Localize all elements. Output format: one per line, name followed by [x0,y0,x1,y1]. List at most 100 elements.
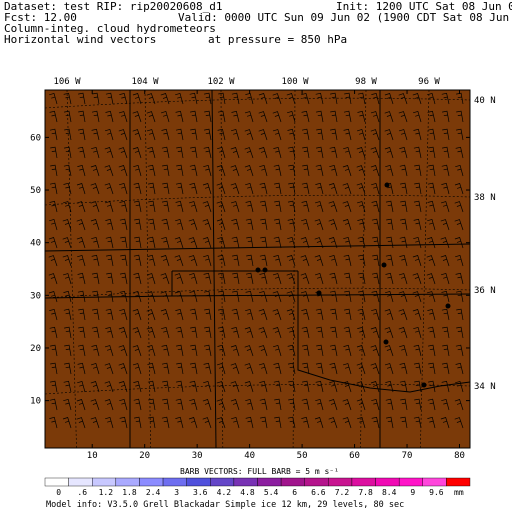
wind-barb-181 [63,201,72,213]
wind-barb-44 [244,111,254,123]
wind-barb-221 [202,219,212,231]
wind-barb-376 [272,309,282,321]
wind-barb-66 [132,129,142,141]
wind-barb-183 [90,201,100,213]
field-label-wind: Horizontal wind vectors [4,33,156,46]
wind-barb-52 [357,110,366,123]
colorbar-label-0: 0 [56,488,61,497]
wind-barb-272 [77,254,86,267]
valid-label: Valid: 0000 UTC Sun 09 Jun 02 (1900 CDT … [178,11,512,24]
wind-barb-541 [62,417,72,429]
wind-barb-269 [454,237,464,249]
wind-barb-172 [356,183,366,195]
wind-barb-423 [91,344,100,357]
wind-barb-413 [370,327,380,339]
wind-barb-529 [315,398,324,411]
wind-barb-416 [413,326,422,339]
wind-barb-136 [273,164,282,177]
wind-barb-511 [63,398,72,411]
wind-barb-549 [175,416,184,429]
colorbar-label-11: 6.6 [311,488,326,497]
colorbar-label-10: 6 [292,488,297,497]
wind-barb-344 [245,290,254,303]
wind-barb-316 [272,273,282,285]
wind-barb-428 [161,344,170,357]
wind-barb-429 [176,344,184,357]
wind-barb-117 [428,146,436,159]
wind-barb-74 [244,129,254,141]
wind-barb-505 [399,380,408,393]
wind-barb-510 [49,398,58,411]
wind-barb-254 [246,236,254,249]
wind-barb-130 [189,164,198,177]
wind-barb-106 [273,146,282,159]
pressure-label: at pressure = 850 hPa [208,33,347,46]
wind-barb-359 [455,290,464,303]
wind-barb-176 [414,182,422,195]
wind-barb-374 [245,308,254,321]
wind-barb-103 [230,147,240,159]
wind-barb-234 [386,218,394,231]
wind-barb-513 [90,399,100,411]
wind-barb-467 [287,362,296,375]
wind-barbs [48,92,464,429]
wind-barb-167 [288,182,296,195]
wind-barb-101 [203,146,212,159]
wind-barb-252 [217,236,226,249]
wind-barb-72 [217,128,226,141]
wind-barb-32 [78,110,86,123]
wind-barb-227 [287,218,296,231]
wind-barb-280 [188,255,198,267]
wind-barb-334 [106,290,114,303]
wind-barb-545 [119,416,128,429]
wind-barb-335 [119,290,128,303]
colorbar-label-15: 9 [410,488,415,497]
wind-barb-288 [300,255,310,267]
wind-barb-201 [342,201,352,213]
wind-barb-17 [286,93,296,105]
wind-barb-7 [146,93,156,105]
wind-barb-206 [413,200,422,213]
wind-barb-102 [217,146,226,159]
colorbar-label-12: 7.2 [335,488,350,497]
x-tick-label-7: 80 [454,451,465,461]
wind-barb-40 [190,110,198,123]
wind-barb-485 [118,381,128,393]
wind-barb-274 [106,254,114,267]
wind-barb-62 [78,128,86,141]
state-line-1 [44,293,471,299]
wind-barb-133 [230,165,240,177]
wind-barb-30 [49,110,58,123]
wind-barb-164 [245,182,254,195]
wind-barb-557 [287,416,296,429]
wind-barb-104 [244,147,254,159]
wind-barb-515 [119,398,128,411]
wind-barb-295 [399,254,408,267]
wind-barb-315 [259,272,268,285]
wind-barb-47 [287,110,296,123]
wind-barb-120 [50,164,58,177]
wind-barb-49 [316,110,324,123]
wind-barb-481 [63,380,72,393]
wind-barb-140 [329,164,338,177]
wind-barb-186 [133,200,142,213]
wind-barb-361 [63,308,72,321]
wind-barb-470 [329,362,338,375]
wind-barb-276 [133,254,142,267]
lon-label-2: 102 W [207,77,235,87]
wind-barb-500 [329,380,338,393]
wind-barb-444 [384,345,394,357]
wind-barb-118 [442,146,450,159]
wind-barb-503 [370,381,380,393]
wind-barb-100 [190,146,198,159]
wind-barb-330 [48,291,58,303]
wind-barb-187 [148,200,156,213]
wind-barb-63 [91,128,100,141]
wind-barb-251 [202,237,212,249]
wind-barb-124 [104,165,114,177]
wind-barb-39 [175,110,184,123]
map-projection-lines [44,89,471,449]
wind-barb-461 [203,362,212,375]
wind-barb-556 [274,416,282,429]
colorbar-swatch-8 [233,477,258,487]
